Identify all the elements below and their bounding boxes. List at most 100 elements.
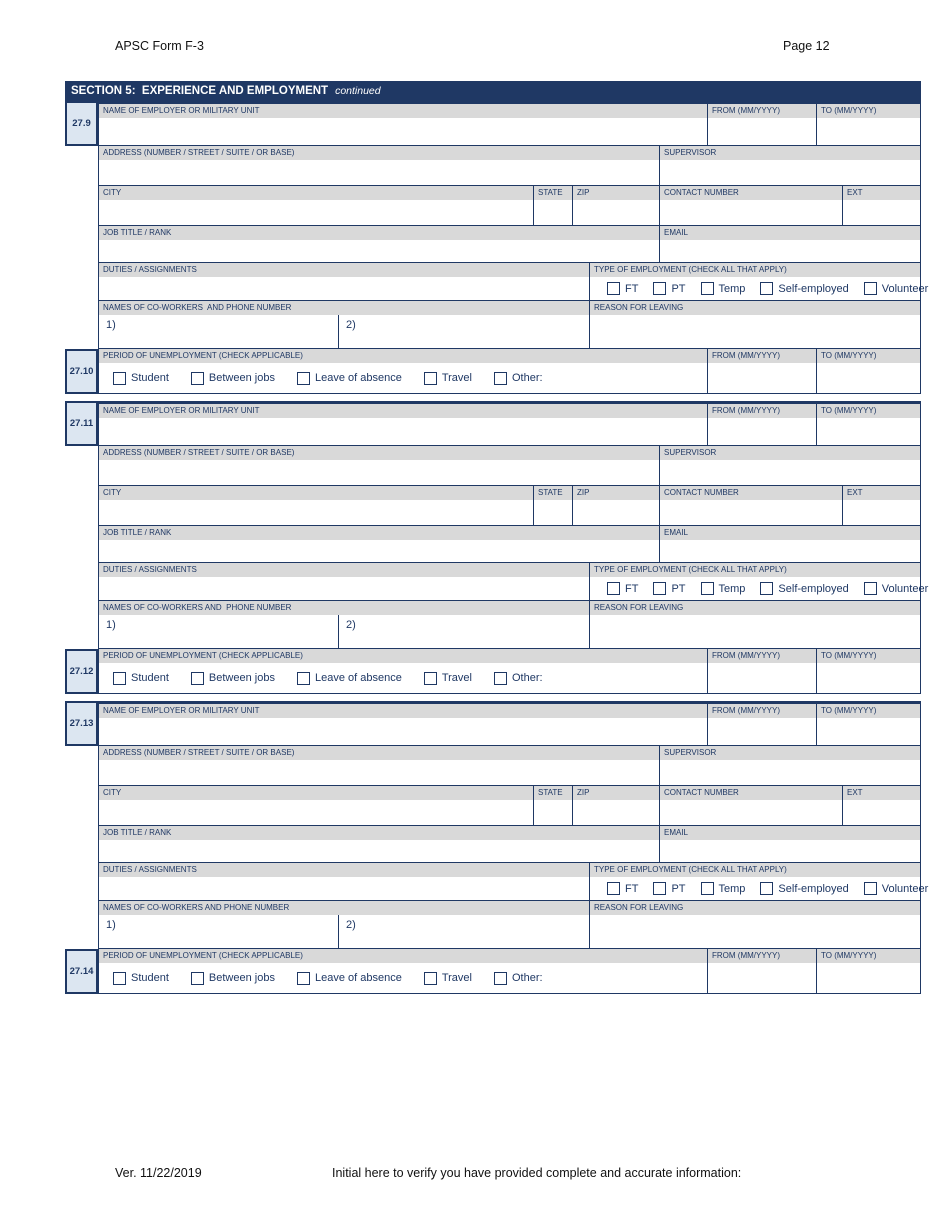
checkbox-student[interactable] [113, 671, 126, 685]
checkbox-ft[interactable] [607, 282, 620, 295]
checkbox-self-employed[interactable] [760, 882, 774, 895]
checkbox-ft[interactable] [607, 582, 620, 595]
reason-leaving-input[interactable] [590, 615, 920, 648]
state-input[interactable] [534, 500, 572, 525]
city-input[interactable] [99, 500, 533, 525]
job-title-input[interactable] [99, 840, 659, 862]
ext-input[interactable] [843, 800, 920, 825]
checkbox-student-label: Student [131, 972, 169, 984]
checkbox-temp[interactable] [700, 882, 714, 895]
address-input[interactable] [99, 160, 659, 185]
address-input[interactable] [99, 460, 659, 485]
supervisor-input[interactable] [660, 760, 920, 785]
to-date-input[interactable] [817, 963, 920, 993]
city-input[interactable] [99, 200, 533, 225]
duties-input[interactable] [99, 277, 589, 300]
checkbox-student[interactable] [113, 371, 126, 385]
contact-number-input[interactable] [660, 200, 842, 225]
employer-name-input[interactable] [99, 118, 707, 145]
checkbox-travel[interactable] [423, 371, 437, 385]
zip-input[interactable] [573, 200, 659, 225]
job-title-input[interactable] [99, 540, 659, 562]
employer-name-input[interactable] [99, 718, 707, 745]
to-date-input[interactable] [817, 418, 920, 445]
coworker-1-input[interactable]: 1) [99, 915, 338, 948]
reason-leaving-input[interactable] [590, 315, 920, 348]
coworker-2-input[interactable]: 2) [338, 315, 589, 348]
to-date-input[interactable] [817, 718, 920, 745]
address-input[interactable] [99, 760, 659, 785]
checkbox-travel-label: Travel [441, 672, 472, 684]
state-input[interactable] [534, 800, 572, 825]
coworkers-row: NAMES OF CO-WORKERS AND PHONE NUMBER 1) … [99, 901, 920, 949]
state-input[interactable] [534, 200, 572, 225]
employer-name-input[interactable] [99, 418, 707, 445]
reason-leaving-input[interactable] [590, 915, 920, 948]
from-date-input[interactable] [708, 718, 816, 745]
checkbox-pt[interactable] [653, 582, 667, 595]
checkbox-leave-of-absence[interactable] [296, 971, 310, 985]
supervisor-label: SUPERVISOR [660, 146, 920, 160]
to-date-label: TO (MM/YYYY) [817, 349, 920, 363]
address-label: ADDRESS (NUMBER / STREET / SUITE / OR BA… [99, 746, 659, 760]
from-date-input[interactable] [708, 963, 816, 993]
checkbox-travel[interactable] [423, 971, 437, 985]
contact-number-label: CONTACT NUMBER [660, 786, 842, 800]
checkbox-between-jobs-label: Between jobs [208, 372, 275, 384]
checkbox-volunteer[interactable] [863, 582, 877, 595]
coworker-2-input[interactable]: 2) [338, 915, 589, 948]
checkbox-pt[interactable] [653, 882, 667, 895]
from-date-input[interactable] [708, 418, 816, 445]
employment-type-options: FT PT Temp Self-employed Volunteer [590, 877, 928, 900]
duties-input[interactable] [99, 577, 589, 600]
item-number: 27.13 [65, 701, 98, 746]
city-row: CITY STATE ZIP CONTACT NUMBER [99, 486, 920, 526]
checkbox-between-jobs[interactable] [190, 371, 204, 385]
checkbox-ft[interactable] [607, 882, 620, 895]
checkbox-between-jobs[interactable] [190, 971, 204, 985]
coworker-1-input[interactable]: 1) [99, 615, 338, 648]
checkbox-other[interactable] [493, 971, 507, 985]
checkbox-other[interactable] [493, 671, 507, 685]
checkbox-temp[interactable] [700, 582, 714, 595]
checkbox-volunteer[interactable] [863, 882, 877, 895]
contact-number-input[interactable] [660, 500, 842, 525]
to-date-input[interactable] [817, 118, 920, 145]
from-date-input[interactable] [708, 663, 816, 693]
email-input[interactable] [660, 240, 920, 262]
checkbox-leave-of-absence[interactable] [296, 671, 310, 685]
checkbox-pt[interactable] [653, 282, 667, 295]
checkbox-leave-of-absence[interactable] [296, 371, 310, 385]
checkbox-student[interactable] [113, 971, 126, 985]
ext-label: EXT [843, 486, 920, 500]
supervisor-input[interactable] [660, 160, 920, 185]
unemployment-label: PERIOD OF UNEMPLOYMENT (CHECK APPLICABLE… [99, 949, 707, 963]
unemployment-period-row: PERIOD OF UNEMPLOYMENT (CHECK APPLICABLE… [99, 349, 920, 394]
to-date-input[interactable] [817, 363, 920, 393]
coworker-1-input[interactable]: 1) [99, 315, 338, 348]
from-date-input[interactable] [708, 363, 816, 393]
checkbox-between-jobs[interactable] [190, 671, 204, 685]
city-input[interactable] [99, 800, 533, 825]
email-input[interactable] [660, 840, 920, 862]
checkbox-other[interactable] [493, 371, 507, 385]
coworker-2-input[interactable]: 2) [338, 615, 589, 648]
checkbox-self-employed[interactable] [760, 582, 774, 595]
email-input[interactable] [660, 540, 920, 562]
from-date-input[interactable] [708, 118, 816, 145]
to-date-input[interactable] [817, 663, 920, 693]
ext-input[interactable] [843, 200, 920, 225]
unemployment-period-row: PERIOD OF UNEMPLOYMENT (CHECK APPLICABLE… [99, 949, 920, 994]
checkbox-temp[interactable] [700, 282, 714, 295]
supervisor-input[interactable] [660, 460, 920, 485]
contact-number-input[interactable] [660, 800, 842, 825]
checkbox-travel[interactable] [423, 671, 437, 685]
zip-input[interactable] [573, 800, 659, 825]
ext-input[interactable] [843, 500, 920, 525]
checkbox-volunteer[interactable] [863, 282, 877, 295]
zip-input[interactable] [573, 500, 659, 525]
duties-input[interactable] [99, 877, 589, 900]
checkbox-self-employed[interactable] [760, 282, 774, 295]
from-date-label: FROM (MM/YYYY) [708, 704, 816, 718]
job-title-input[interactable] [99, 240, 659, 262]
